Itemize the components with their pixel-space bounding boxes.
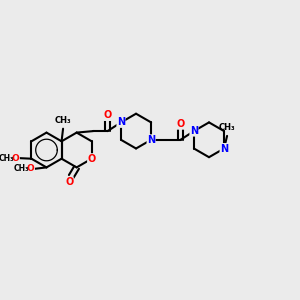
Text: CH₃: CH₃ <box>219 123 236 132</box>
Text: O: O <box>176 119 184 129</box>
Text: O: O <box>12 154 20 163</box>
Text: N: N <box>190 126 198 136</box>
Text: O: O <box>103 110 112 121</box>
Text: CH₃: CH₃ <box>0 154 14 163</box>
Text: O: O <box>88 154 96 164</box>
Text: CH₃: CH₃ <box>13 164 29 173</box>
Text: N: N <box>117 117 125 128</box>
Text: O: O <box>27 164 34 173</box>
Text: CH₃: CH₃ <box>55 116 71 125</box>
Text: N: N <box>147 135 155 145</box>
Text: O: O <box>65 177 73 187</box>
Text: N: N <box>220 143 228 154</box>
